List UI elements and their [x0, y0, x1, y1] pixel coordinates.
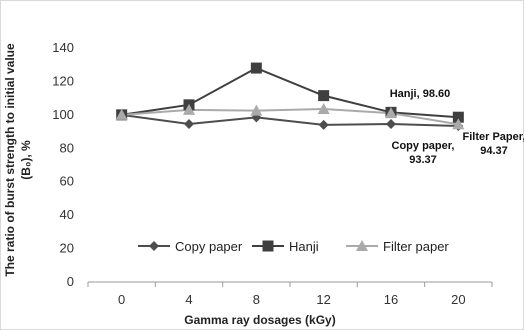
y-tick-label: 60 [60, 174, 74, 189]
data-point-filter-paper [250, 104, 263, 116]
data-point-hanji [318, 90, 330, 102]
legend-marker [356, 240, 368, 251]
x-tick-label: 8 [253, 292, 260, 307]
data-point-copy-paper [184, 119, 194, 130]
axes-layer: 0 20 40 60 80 100 120 140 0 4 8 12 16 20 [52, 40, 493, 307]
data-point-filter-paper [317, 103, 330, 115]
y-axis-title-line2: (B₀), % [19, 140, 33, 180]
x-tick-label: 12 [316, 292, 330, 307]
annotation-label: Copy paper, [392, 140, 455, 152]
legend-item-hanji: Hanji [252, 239, 319, 254]
legend-marker [149, 241, 159, 251]
annotation-label: Hanji, 98.60 [390, 88, 451, 100]
x-tick-label: 16 [384, 292, 398, 307]
data-point-filter-paper [385, 107, 397, 119]
annotations-layer: Hanji, 98.60 Copy paper, 93.37 Filter Paper… [390, 88, 524, 166]
annotation-label: 93.37 [409, 154, 437, 166]
x-tick-label: 0 [118, 292, 125, 307]
data-point-copy-paper [318, 119, 329, 130]
data-point-hanji [250, 62, 262, 74]
data-point-filter-paper [115, 108, 128, 120]
y-axis-title-line1: The ratio of burst strength to initial v… [3, 43, 17, 277]
x-tick-label: 20 [451, 292, 465, 307]
series-line-copy-paper [121, 113, 459, 127]
legend-label: Hanji [289, 239, 319, 254]
y-tick-label: 40 [60, 207, 74, 222]
series-line-hanji [121, 66, 459, 119]
data-point-copy-paper [386, 119, 396, 130]
y-tick-label: 120 [52, 73, 74, 88]
series-line-filter-paper [121, 108, 459, 126]
data-point-filter-paper [183, 103, 195, 115]
x-axis-title: Gamma ray dosages (kGy) [184, 313, 335, 327]
y-tick-label: 0 [67, 274, 74, 289]
legend-marker [262, 240, 274, 252]
legend-item-filter-paper: Filter paper [346, 239, 449, 254]
y-tick-label: 20 [60, 241, 74, 256]
y-tick-label: 100 [52, 107, 74, 122]
series-layer [115, 62, 465, 131]
data-point-filter-paper [452, 118, 465, 130]
y-tick-label: 140 [52, 40, 74, 55]
legend: Copy paper Hanji Filter paper [138, 239, 449, 254]
annotation-label: Filter Paper, [463, 131, 524, 143]
legend-item-copy-paper: Copy paper [138, 239, 243, 254]
data-point-hanji [452, 111, 464, 123]
x-tick-label: 4 [185, 292, 192, 307]
y-tick-label: 80 [60, 140, 74, 155]
annotation-label: 94.37 [480, 145, 508, 157]
legend-label: Copy paper [175, 239, 243, 254]
legend-label: Filter paper [383, 239, 449, 254]
